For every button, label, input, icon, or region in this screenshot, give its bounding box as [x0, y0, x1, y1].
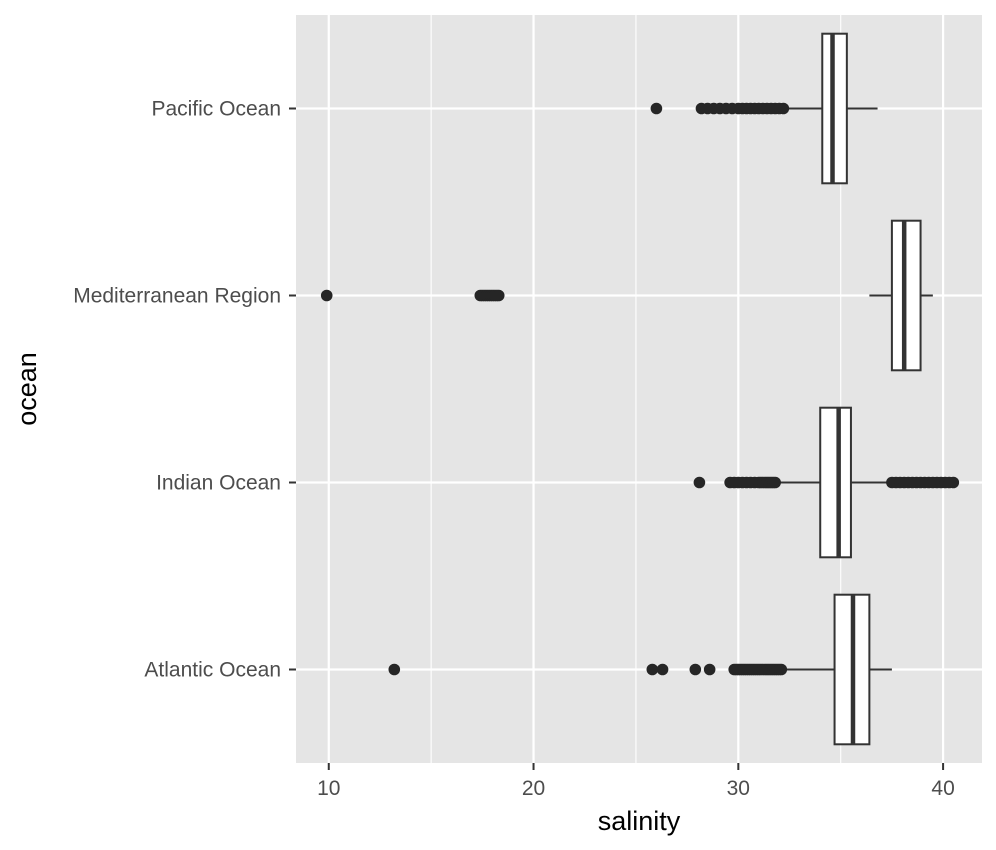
box-group-mediterranean-region — [320, 219, 933, 372]
y-tick-label: Mediterranean Region — [73, 285, 281, 308]
box-group-indian-ocean — [693, 406, 960, 559]
outlier-point — [320, 289, 333, 302]
axis-tick-labels: 10 20 30 40 Atlantic Ocean Indian Ocean Medite… — [73, 98, 955, 801]
y-tick-label: Pacific Ocean — [151, 98, 281, 121]
outlier-point — [775, 663, 788, 676]
outlier-point — [492, 289, 505, 302]
outlier-point — [689, 663, 702, 676]
outlier-point — [650, 102, 663, 115]
x-tick-label: 20 — [522, 777, 545, 800]
x-tick-label: 30 — [727, 777, 750, 800]
box-group-atlantic-ocean — [388, 593, 892, 746]
major-gridlines — [296, 15, 982, 763]
y-tick-label: Atlantic Ocean — [144, 659, 281, 682]
x-axis-title: salinity — [598, 806, 681, 836]
y-tick-label: Indian Ocean — [156, 472, 281, 495]
outlier-point — [646, 663, 659, 676]
y-axis-title: ocean — [12, 352, 42, 426]
outlier-point — [693, 476, 706, 489]
outlier-point — [769, 476, 781, 489]
plot-panel — [296, 15, 982, 763]
axis-ticks — [289, 107, 945, 770]
outlier-point — [947, 476, 960, 489]
outlier-point — [388, 663, 401, 676]
boxplot-series — [320, 32, 960, 746]
outlier-point — [703, 663, 716, 676]
box-group-pacific-ocean — [650, 32, 878, 185]
x-tick-label: 10 — [317, 777, 340, 800]
x-tick-label: 40 — [931, 777, 954, 800]
outlier-point — [656, 663, 669, 676]
iqr-box — [819, 406, 852, 559]
outlier-point — [777, 102, 790, 115]
